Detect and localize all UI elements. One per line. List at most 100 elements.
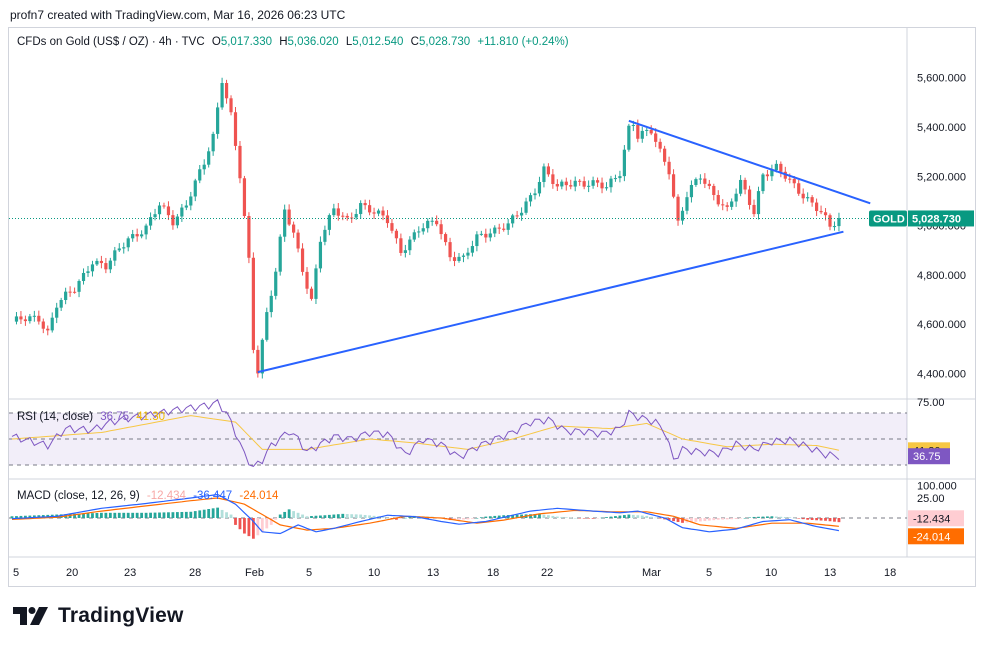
macd-histogram-bar <box>287 509 291 518</box>
macd-histogram-bar <box>310 516 313 518</box>
macd-histogram-bar <box>19 515 23 518</box>
candle-up <box>216 107 220 134</box>
macd-histogram-bar <box>269 518 273 525</box>
candle-up <box>685 197 689 211</box>
macd-histogram-bar <box>488 516 492 518</box>
macd-histogram-bar <box>815 518 818 521</box>
macd-histogram-bar <box>578 518 582 519</box>
macd-histogram-bar <box>806 518 810 520</box>
macd-histogram-bar <box>636 515 640 518</box>
macd-histogram-bar <box>654 517 658 519</box>
macd-histogram-bar <box>515 514 519 518</box>
candle-up <box>207 151 211 165</box>
macd-histogram-bar <box>819 518 823 521</box>
candle-up <box>283 209 287 237</box>
macd-histogram-bar <box>542 514 546 518</box>
rsi-legend[interactable]: RSI (14, close) 36.75 41.30 <box>17 411 165 423</box>
macd-histogram-bar <box>712 518 716 521</box>
time-tick-label: 10 <box>368 567 380 579</box>
candle-down <box>765 174 770 177</box>
macd-pane[interactable]: 100.000 -12.434 -24.014 <box>9 480 964 545</box>
macd-histogram-bar <box>801 518 805 520</box>
macd-histogram-bar <box>748 517 751 518</box>
candle-down <box>233 112 238 146</box>
candle-down <box>242 178 247 217</box>
candle-up <box>32 315 36 317</box>
candle-down <box>46 328 50 331</box>
macd-histogram-bar <box>403 517 407 519</box>
macd-histogram-bar <box>10 516 14 518</box>
macd-histogram-bar <box>824 518 827 521</box>
candle-up <box>359 203 363 215</box>
macd-histogram-bar <box>797 518 801 519</box>
candle-up <box>506 223 510 230</box>
macd-histogram-bar <box>757 516 760 518</box>
candle-up <box>211 133 215 152</box>
candle-up <box>408 239 412 251</box>
candle-up <box>274 271 278 296</box>
candle-up <box>426 220 430 229</box>
candle-down <box>721 204 725 206</box>
candle-up <box>609 178 613 188</box>
macd-legend-macd: -36.447 <box>193 490 232 502</box>
candle-down <box>166 206 171 216</box>
rsi-pane[interactable]: 75.00 25.00 41.30 36.75 <box>9 397 950 505</box>
price-pane[interactable]: 5,600.0005,400.0005,200.0005,000.0004,80… <box>9 28 975 558</box>
time-tick-label: 5 <box>13 567 19 579</box>
candle-up <box>332 208 336 216</box>
macd-histogram-bar <box>690 518 693 523</box>
candle-down <box>171 215 175 226</box>
time-axis[interactable]: 5 20 23 28 Feb 5 10 13 18 22 Mar 5 10 13 18 <box>13 567 896 579</box>
low-label: L <box>346 36 353 48</box>
candle-down <box>497 227 501 229</box>
candle-down <box>654 133 658 142</box>
candle-down <box>502 228 506 230</box>
candle-up <box>126 238 130 248</box>
macd-histogram-bar <box>721 518 725 520</box>
macd-histogram-bar <box>149 512 152 518</box>
macd-histogram-bar <box>770 516 774 518</box>
macd-histogram-bar <box>792 517 796 519</box>
candle-up <box>59 300 63 308</box>
chart-frame[interactable]: 5,600.000 5,400.000 5,200.000 5,000.000 4,80… <box>8 27 976 587</box>
candle-up <box>180 207 184 217</box>
high-label: H <box>279 36 287 48</box>
candle-down <box>582 181 586 187</box>
macd-histogram-bar <box>345 514 349 518</box>
time-tick-label: 13 <box>427 567 439 579</box>
macd-histogram-bar <box>555 516 559 518</box>
chart-canvas[interactable]: 5,600.0005,400.0005,200.0005,000.0004,80… <box>9 28 977 588</box>
macd-histogram-bar <box>560 516 564 518</box>
candle-up <box>50 317 54 331</box>
close-value: 5,028.730 <box>419 36 470 48</box>
candle-up <box>113 250 117 261</box>
candle-down <box>443 234 448 243</box>
candle-down <box>287 209 291 225</box>
candle-down <box>788 178 792 180</box>
candle-up <box>604 187 609 189</box>
macd-histogram-bar <box>761 516 765 518</box>
candle-up <box>511 215 515 224</box>
macd-histogram-bar <box>305 516 309 518</box>
candle-down <box>752 204 756 215</box>
candle-down <box>162 205 166 207</box>
candle-up <box>108 260 112 270</box>
candle-down <box>551 174 555 184</box>
candle-down <box>23 319 28 322</box>
candle-up <box>269 295 273 313</box>
macd-histogram-bar <box>301 514 304 518</box>
candle-down <box>636 124 640 139</box>
tradingview-brand[interactable]: TradingView <box>12 604 184 628</box>
macd-histogram-bar <box>640 515 644 518</box>
candle-down <box>381 210 385 216</box>
macd-histogram-bar <box>336 514 340 518</box>
macd-signal-tag-label: -24.014 <box>913 531 950 543</box>
candle-up <box>318 241 323 269</box>
macd-histogram-bar <box>569 517 573 519</box>
rsi-tag <box>908 448 950 465</box>
symbol-tag-label: GOLD <box>873 213 905 225</box>
macd-legend[interactable]: MACD (close, 12, 26, 9) -12.434 -36.447 … <box>17 490 279 502</box>
symbol-legend[interactable]: CFDs on Gold (US$ / OZ) · 4h · TVC O5,01… <box>17 36 569 48</box>
macd-histogram-bar <box>582 518 586 519</box>
macd-histogram-bar <box>327 514 331 518</box>
